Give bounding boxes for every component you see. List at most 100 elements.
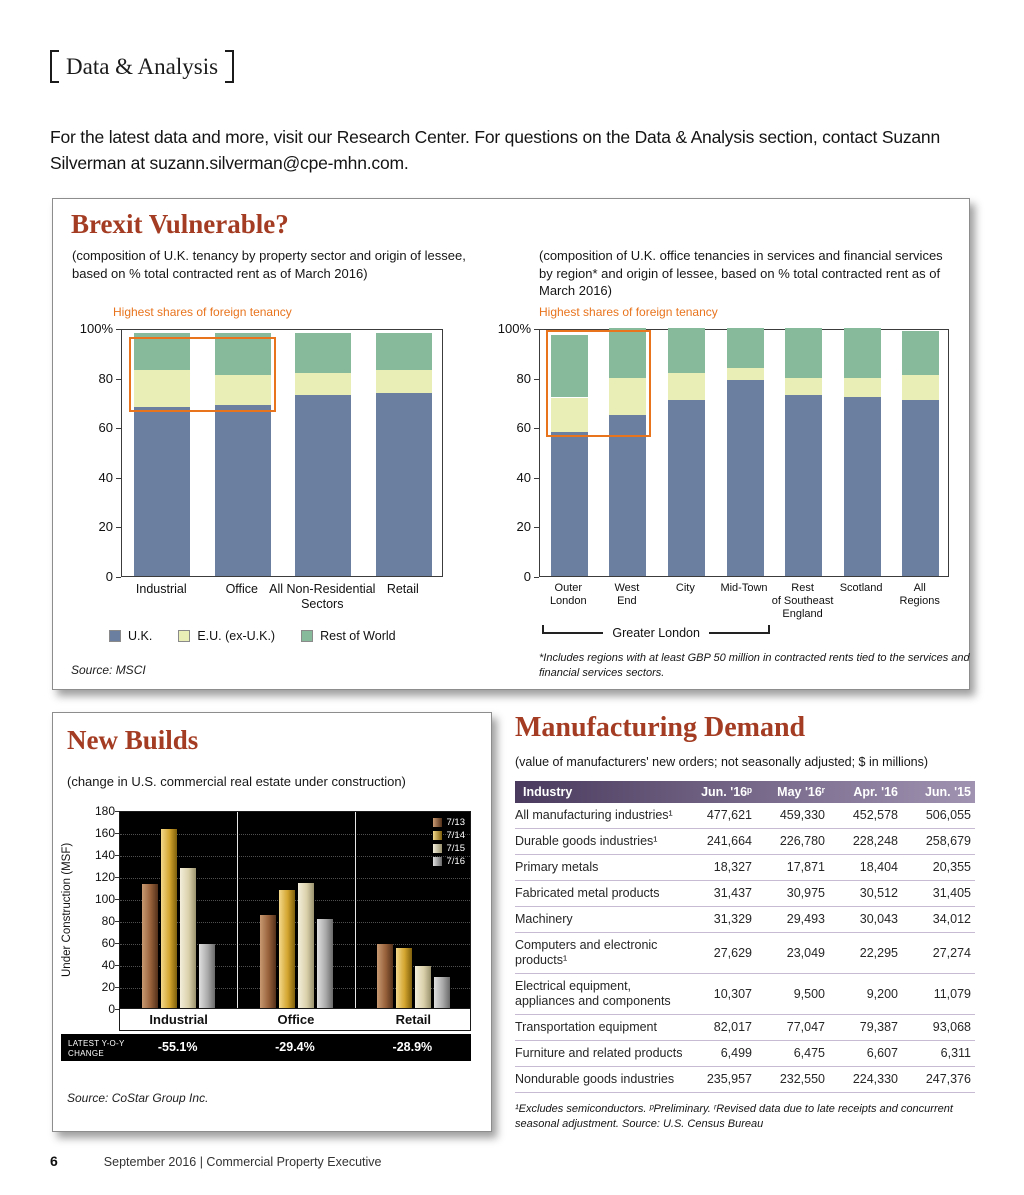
- row-label: Fabricated metal products: [515, 886, 660, 900]
- yoy-label: LATEST Y-O-Y CHANGE: [68, 1039, 125, 1058]
- y-tick-label: 20: [101, 980, 115, 994]
- y-tick-mark: [115, 811, 119, 812]
- highlight-annotation-right: Highest shares of foreign tenancy: [539, 305, 718, 319]
- gridline: [120, 834, 470, 835]
- brexit-right-subtitle: (composition of U.K. office tenancies in…: [539, 248, 943, 299]
- bar-segment: [550, 335, 588, 398]
- cell-value: 9,500: [793, 986, 825, 1001]
- cell-value: 6,499: [720, 1046, 752, 1060]
- y-tick-label: 0: [108, 1002, 115, 1016]
- legend-item: 7/15: [432, 843, 465, 854]
- bar-segment: [134, 370, 191, 408]
- row-label: All manufacturing industries¹: [515, 808, 673, 822]
- y-tick-mark: [116, 577, 121, 578]
- bar: [395, 947, 412, 1008]
- bracket-line-left: [541, 625, 604, 634]
- y-tick-label: 80: [98, 370, 113, 386]
- x-category-label: Industrial: [149, 1012, 208, 1027]
- legend-item: U.K.: [109, 629, 152, 643]
- bar-segment: [609, 328, 647, 378]
- y-tick-label: 80: [101, 914, 115, 928]
- cell-value: 477,621: [706, 808, 752, 822]
- y-tick-label: 60: [516, 420, 531, 436]
- bar: [259, 914, 276, 1008]
- y-tick-label: 100%: [79, 321, 113, 336]
- bar: [278, 890, 295, 1008]
- cell-value: 17,871: [786, 860, 825, 874]
- x-category-label: Industrial: [135, 582, 187, 596]
- legend-item: Rest of World: [301, 629, 396, 643]
- gridline: [120, 944, 470, 945]
- cell-value: 6,607: [866, 1046, 898, 1060]
- y-tick-mark: [115, 943, 119, 944]
- section-tag: Data & Analysis: [50, 50, 235, 83]
- y-tick-mark: [115, 855, 119, 856]
- x-category-label: Office: [277, 1012, 315, 1027]
- x-category-label: All Regions: [899, 582, 940, 607]
- y-tick-label: 0: [105, 569, 113, 584]
- bar-segment: [785, 377, 823, 395]
- y-tick-mark: [115, 899, 119, 900]
- x-category-label: City: [675, 582, 695, 594]
- y-tick-mark: [115, 965, 119, 966]
- table-row: Durable goods industries¹ 241,664 226,780 2…: [515, 829, 975, 855]
- y-tick-mark: [115, 987, 119, 988]
- y-tick-mark: [115, 833, 119, 834]
- cell-value: 6,475: [793, 1046, 825, 1060]
- cell-value: 31,437: [713, 886, 752, 900]
- cell-value: 34,012: [932, 912, 971, 926]
- manufacturing-subtitle: (value of manufacturers' new orders; not…: [515, 755, 929, 769]
- bracket-line-right: [708, 625, 771, 634]
- bar-segment: [726, 380, 764, 576]
- bar-segment: [375, 370, 432, 393]
- bar-segment: [667, 372, 705, 400]
- bar: [433, 977, 450, 1008]
- row-label: Computers and electronic products¹: [515, 938, 658, 967]
- y-tick-label: 40: [516, 469, 531, 485]
- table-row: Furniture and related products 6,499 6,475…: [515, 1041, 975, 1067]
- legend-swatch: [109, 630, 121, 642]
- cell-value: 226,780: [779, 834, 825, 848]
- cell-value: 228,248: [852, 834, 898, 848]
- yoy-value: -55.1%: [157, 1040, 198, 1054]
- legend-swatch: [178, 630, 191, 642]
- bar-segment: [902, 399, 940, 576]
- table-row: Nondurable goods industries 235,957 232,55…: [515, 1067, 975, 1093]
- bar-segment: [902, 330, 940, 376]
- cell-value: 459,330: [779, 808, 825, 822]
- highlight-box: [129, 337, 276, 412]
- cell-value: 18,404: [859, 860, 898, 874]
- y-axis-label: Under Construction (MSF): [61, 842, 73, 978]
- table-row: Machinery 31,329 29,493 30,043 34,012: [515, 907, 975, 933]
- bar-segment: [726, 367, 764, 381]
- legend-swatch: [432, 857, 442, 866]
- brexit-source: Source: MSCI: [71, 663, 146, 677]
- bar-segment: [214, 375, 271, 405]
- table-row: Transportation equipment 82,017 77,047 79,3…: [515, 1015, 975, 1041]
- y-tick-mark: [534, 577, 539, 578]
- cell-value: 30,512: [859, 886, 898, 900]
- legend-swatch: [432, 844, 442, 853]
- bar-segment: [214, 404, 271, 576]
- yoy-strip: LATEST Y-O-Y CHANGE -55.1% -29.4% -28.9%: [61, 1034, 471, 1061]
- bar: [316, 918, 333, 1008]
- legend-swatch: [301, 630, 314, 642]
- x-category-label: Office: [225, 582, 258, 596]
- legend-label: Rest of World: [320, 629, 396, 643]
- y-tick-label: 180: [94, 804, 115, 818]
- row-label: Transportation equipment: [515, 1020, 657, 1034]
- highlight-box: [545, 330, 652, 437]
- bar-segment: [295, 332, 352, 373]
- y-tick-label: 40: [101, 958, 115, 972]
- manufacturing-table: Industry Jun. '16ᵖ May '16ʳ Apr. '16 Jun. '1…: [515, 781, 975, 1093]
- brexit-left-subtitle: (composition of U.K. tenancy by property…: [72, 248, 466, 281]
- cell-value: 27,274: [932, 945, 971, 960]
- bracket-label: Greater London: [612, 626, 700, 640]
- x-category-label: All Non-Residential Sectors: [269, 582, 376, 611]
- cell-value: 452,578: [852, 808, 898, 822]
- new-builds-plot: 7/13 7/14 7/15 7/16: [119, 811, 471, 1009]
- legend-item: 7/16: [432, 856, 465, 867]
- bar-segment: [843, 397, 881, 576]
- row-label: Durable goods industries¹: [515, 834, 658, 848]
